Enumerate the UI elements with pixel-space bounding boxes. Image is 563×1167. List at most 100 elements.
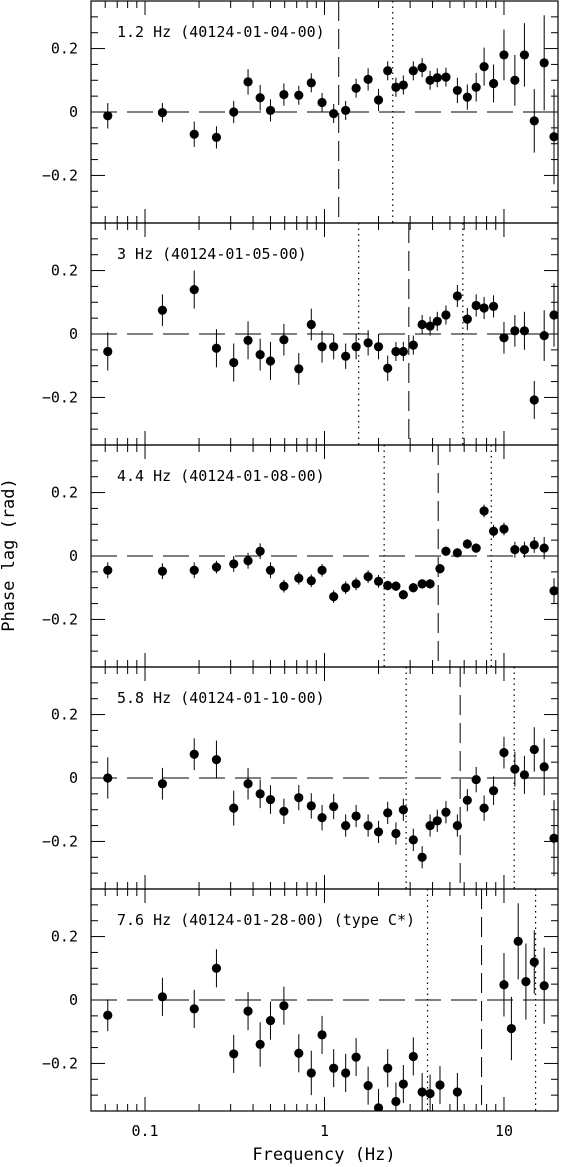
data-point	[317, 813, 327, 823]
data-point	[279, 335, 289, 345]
data-point	[265, 565, 276, 575]
data-point	[479, 303, 489, 313]
data-point	[341, 351, 351, 361]
panel-3: −0.2 0 0.2 4.4 Hz (40124-01-08-00)	[42, 444, 559, 668]
panel-4: −0.2 0 0.2 5.8 Hz (40124-01-10-00)	[42, 666, 559, 890]
panel-2: −0.2 0 0.2 3 Hz (40124-01-05-00)	[42, 222, 559, 446]
data-point	[425, 579, 435, 589]
data-point	[383, 1063, 393, 1073]
data-point	[317, 565, 327, 575]
data-point	[417, 319, 427, 330]
data-point	[341, 105, 351, 116]
data-point	[373, 1103, 384, 1111]
data-point	[539, 58, 549, 68]
data-point	[383, 580, 393, 591]
y-tick-label: −0.2	[42, 388, 78, 406]
data-point	[255, 1039, 265, 1049]
data-point	[103, 1010, 113, 1020]
y-tick-label: 0.2	[51, 262, 78, 280]
data-point	[363, 572, 373, 582]
y-tick-label: 0	[69, 103, 78, 121]
data-point	[539, 543, 549, 553]
data-point	[157, 108, 168, 118]
data-point	[408, 835, 418, 845]
data-point	[103, 346, 113, 357]
data-point	[279, 89, 289, 100]
data-point	[306, 78, 316, 88]
data-point	[521, 977, 531, 987]
data-point	[329, 801, 339, 812]
data-point	[317, 342, 327, 352]
data-point	[351, 579, 361, 589]
x-axis-label: Frequency (Hz)	[252, 1145, 395, 1165]
data-point	[363, 74, 373, 84]
data-point	[351, 1052, 361, 1062]
y-tick-label: 0	[69, 547, 78, 565]
data-point	[510, 764, 520, 774]
data-point	[417, 1087, 427, 1097]
data-point	[279, 581, 289, 591]
data-point	[408, 340, 418, 350]
data-point	[373, 576, 384, 586]
data-point	[513, 936, 523, 946]
data-point	[471, 82, 481, 92]
data-point	[189, 565, 199, 575]
data-point	[157, 566, 168, 576]
panel-title: 4.4 Hz (40124-01-08-00)	[117, 467, 325, 485]
data-point	[329, 1063, 339, 1073]
data-point	[432, 816, 442, 826]
data-point	[391, 1096, 401, 1107]
data-point	[452, 548, 462, 558]
data-point	[243, 556, 253, 566]
data-point	[391, 82, 401, 92]
data-point	[211, 562, 222, 572]
data-point	[519, 545, 530, 555]
panel-title: 5.8 Hz (40124-01-10-00)	[117, 689, 325, 707]
data-point	[103, 565, 113, 575]
data-point	[243, 335, 253, 345]
data-point	[408, 66, 418, 76]
data-point	[211, 132, 222, 142]
data-point	[488, 78, 499, 89]
data-point	[189, 749, 199, 759]
data-point	[329, 342, 339, 352]
data-point	[363, 1081, 373, 1091]
panel-5: −0.2 0 0.2 7.6 Hz (40124-01-28-00) (type C*…	[42, 888, 559, 1112]
data-point	[441, 310, 451, 320]
panel-title: 3 Hz (40124-01-05-00)	[117, 245, 307, 263]
data-point	[452, 85, 462, 96]
y-axis-label: Phase lag (rad)	[0, 478, 19, 632]
data-point	[519, 770, 530, 780]
data-point	[229, 803, 239, 813]
data-point	[398, 590, 408, 600]
data-point	[211, 343, 222, 353]
data-point	[452, 820, 462, 831]
data-point	[425, 321, 435, 331]
data-point	[265, 105, 276, 116]
data-point	[408, 1051, 418, 1062]
data-point	[294, 90, 304, 100]
data-point	[103, 773, 113, 783]
data-point	[471, 543, 481, 553]
data-point	[510, 326, 520, 336]
data-point	[529, 744, 539, 755]
data-point	[471, 774, 481, 785]
data-point	[306, 1068, 316, 1078]
data-point	[363, 820, 373, 831]
panel-title: 7.6 Hz (40124-01-28-00) (type C*)	[117, 911, 415, 929]
data-point	[471, 300, 481, 311]
data-point	[488, 786, 499, 796]
y-tick-label: −0.2	[42, 166, 78, 184]
x-tick-label: 10	[495, 1122, 513, 1140]
data-point	[211, 963, 222, 973]
data-point	[329, 108, 339, 119]
data-point	[398, 346, 408, 357]
data-point	[294, 1048, 304, 1058]
data-point	[529, 116, 539, 126]
data-point	[373, 342, 384, 352]
data-point	[499, 748, 509, 758]
data-point	[255, 546, 265, 556]
y-tick-label: −0.2	[42, 610, 78, 628]
data-point	[539, 762, 549, 772]
